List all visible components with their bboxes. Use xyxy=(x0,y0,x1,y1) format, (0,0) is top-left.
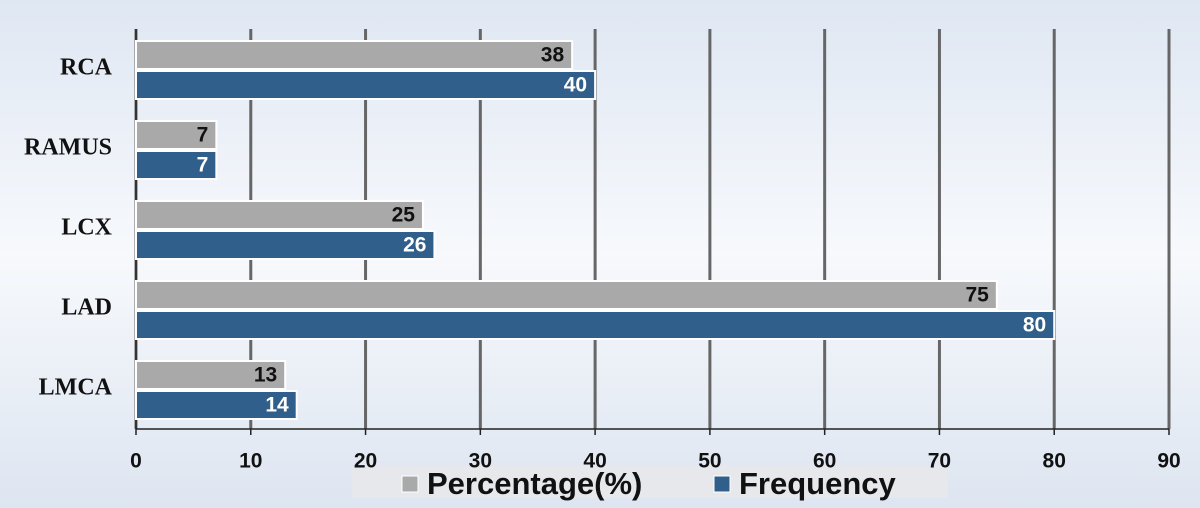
x-tick-label: 0 xyxy=(130,450,142,473)
bar xyxy=(135,360,287,390)
x-tick-label: 70 xyxy=(928,450,951,473)
bar xyxy=(135,120,218,150)
legend-label: Percentage(%) xyxy=(427,466,642,501)
data-label: 13 xyxy=(254,364,277,387)
data-label: 7 xyxy=(197,124,209,147)
data-label: 14 xyxy=(265,394,289,417)
y-tick-label: LCX xyxy=(61,215,112,241)
bar xyxy=(135,150,218,180)
legend-marker xyxy=(401,475,419,493)
legend-marker xyxy=(713,475,731,493)
x-tick-label: 80 xyxy=(1043,450,1066,473)
y-tick-label: LAD xyxy=(61,295,112,321)
data-label: 7 xyxy=(197,154,209,177)
data-label: 40 xyxy=(564,74,587,97)
data-label: 25 xyxy=(392,204,416,227)
x-tick-label: 10 xyxy=(239,450,262,473)
x-tick-label: 30 xyxy=(469,450,492,473)
bar xyxy=(135,200,424,230)
bar xyxy=(135,390,298,420)
y-tick-label: RAMUS xyxy=(24,135,112,161)
y-tick-label: LMCA xyxy=(39,375,113,401)
bar xyxy=(135,310,1056,340)
legend-label: Frequency xyxy=(739,466,897,501)
x-tick-label: 50 xyxy=(698,450,721,473)
data-label: 80 xyxy=(1023,314,1046,337)
data-label: 26 xyxy=(403,234,426,257)
bar xyxy=(135,40,574,70)
bar xyxy=(135,230,436,260)
y-tick-label: RCA xyxy=(60,55,113,81)
x-tick-label: 90 xyxy=(1157,450,1180,473)
data-label: 38 xyxy=(541,44,565,67)
data-label: 75 xyxy=(965,284,989,307)
legend-box xyxy=(352,466,948,498)
bar xyxy=(135,70,597,100)
x-tick-label: 60 xyxy=(813,450,836,473)
bar xyxy=(135,280,998,310)
x-tick-label: 40 xyxy=(583,450,606,473)
x-tick-label: 20 xyxy=(354,450,377,473)
